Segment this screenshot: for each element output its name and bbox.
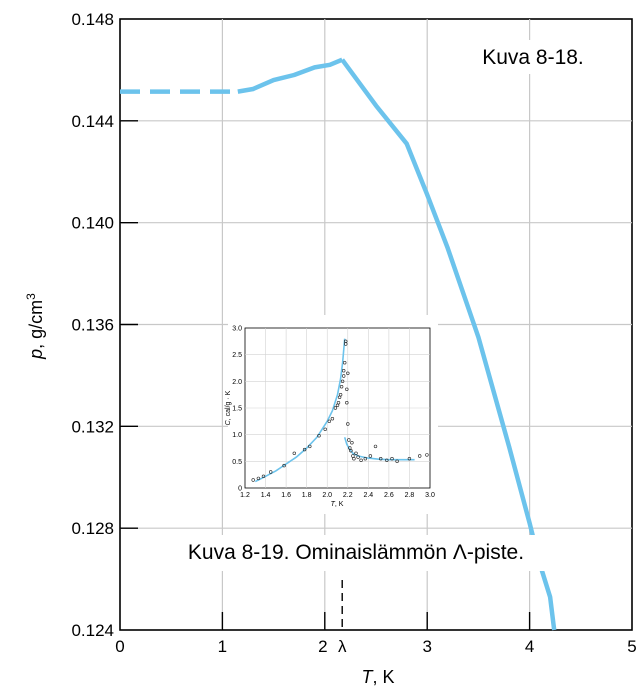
inset-data-point [425, 453, 429, 457]
inset-y-tick-label: 2.0 [232, 379, 242, 386]
inset-data-point [354, 451, 358, 455]
inset-data-point [282, 463, 286, 468]
inset-data-point [350, 441, 354, 445]
x-tick-label: 3 [422, 637, 431, 656]
inset-data-point [269, 470, 273, 474]
inset-data-point [418, 454, 422, 458]
inset-data-point [336, 401, 341, 405]
lambda-label: λ [338, 637, 347, 656]
inset-data-point [333, 406, 338, 410]
inset-data-point [356, 455, 360, 459]
inset-curve-line [254, 338, 346, 483]
inset-y-tick-label: 1.0 [232, 432, 242, 439]
inset-data-point [317, 434, 321, 438]
y-tick-label: 0.128 [71, 519, 114, 538]
x-tick-label: 1 [218, 637, 227, 656]
figure-label-8-19: Kuva 8-19. Ominaislämmön Λ-piste. [188, 541, 524, 564]
inset-data-point [345, 387, 349, 391]
inset-data-point [339, 385, 344, 389]
inset-data-point [407, 457, 412, 461]
inset-x-tick-label: 3.0 [425, 492, 435, 499]
density-line [237, 57, 344, 94]
inset-y-tick-label: 0 [238, 486, 242, 493]
y-tick-label: 0.136 [71, 316, 114, 335]
inset-y-label: C, cal/g · K [225, 390, 232, 425]
inset-data-point [340, 379, 345, 383]
inset-data-point [251, 478, 255, 482]
inset-y-tick-label: 2.5 [232, 352, 242, 359]
inset-data-point [302, 447, 307, 452]
main-series [120, 57, 557, 631]
x-tick-label: 4 [525, 637, 534, 656]
inset-x-tick-label: 1.6 [281, 492, 291, 499]
inset-ticks: 1.2 1.4 1.6 1.8 2.0 2.2 2.4 2.6 2.8 3.0 0 0.5 1.0 1.5… [232, 326, 435, 500]
inset-data-point [330, 417, 335, 421]
y-tick-label: 0.148 [71, 10, 114, 29]
inset-data-point [261, 474, 266, 478]
inset-data-point [342, 369, 346, 373]
inset-data-point [347, 438, 351, 442]
inset-data-point [379, 457, 383, 461]
inset-data-point [323, 427, 327, 431]
main-ticks: 0 1 2 3 4 5 0.124 0.128 0.132 0.136 0.140 0.144 0.14… [71, 10, 636, 656]
inset-data-point [338, 393, 343, 397]
inset-data-point [342, 374, 346, 378]
inset-y-tick-label: 3.0 [232, 326, 242, 333]
inset-points [251, 339, 429, 482]
x-axis-label: T, K [361, 667, 394, 687]
inset-data-point [395, 459, 399, 463]
inset-x-tick-label: 2.6 [384, 492, 394, 499]
inset-x-tick-label: 2.8 [405, 492, 415, 499]
inset-data-point [343, 361, 347, 365]
inset-data-point [349, 449, 353, 453]
inset-data-point [346, 422, 350, 426]
inset-data-point [359, 458, 363, 462]
inset-x-tick-label: 1.8 [302, 492, 312, 499]
figure-label-8-18: Kuva 8-18. [482, 46, 584, 69]
inset-curve [254, 338, 415, 483]
inset-x-tick-label: 2.0 [322, 492, 332, 499]
inset-curve-line [343, 437, 415, 461]
inset-data-point [368, 454, 373, 458]
inset-data-point [348, 446, 352, 450]
inset-x-tick-label: 1.4 [261, 492, 271, 499]
inset-data-point [373, 444, 378, 449]
x-tick-label: 0 [115, 637, 124, 656]
inset-data-point [327, 419, 331, 423]
inset-x-tick-label: 1.2 [240, 492, 250, 499]
inset-data-point [363, 457, 367, 461]
inset-background [228, 315, 438, 514]
inset-data-point [352, 457, 356, 461]
y-tick-label: 0.132 [71, 417, 114, 436]
inset-data-point [390, 457, 394, 461]
inset-x-tick-label: 2.2 [343, 492, 353, 499]
inset-x-label: T, K [331, 501, 344, 508]
y-axis-label: p, g/cm3 [24, 293, 46, 360]
inset-grid [245, 328, 430, 488]
inset-data-point [256, 476, 261, 481]
annotation-2-bg [124, 535, 600, 571]
inset-y-tick-label: 0.5 [232, 459, 242, 466]
y-tick-label: 0.140 [71, 214, 114, 233]
y-tick-label: 0.144 [71, 112, 114, 131]
x-tick-label: 2 [318, 637, 327, 656]
inset-data-point [344, 339, 348, 343]
inset-x-tick-label: 2.4 [363, 492, 373, 499]
annotation-1-bg [458, 40, 610, 74]
inset-data-point [308, 444, 312, 449]
inset-data-point [345, 401, 349, 405]
y-tick-label: 0.124 [71, 621, 114, 640]
x-tick-label: 5 [627, 637, 636, 656]
inset-data-point [385, 458, 389, 462]
inset-y-tick-label: 1.5 [232, 406, 242, 413]
inset-data-point [292, 451, 296, 455]
inset-data-point [346, 371, 350, 375]
density-line [340, 58, 557, 631]
